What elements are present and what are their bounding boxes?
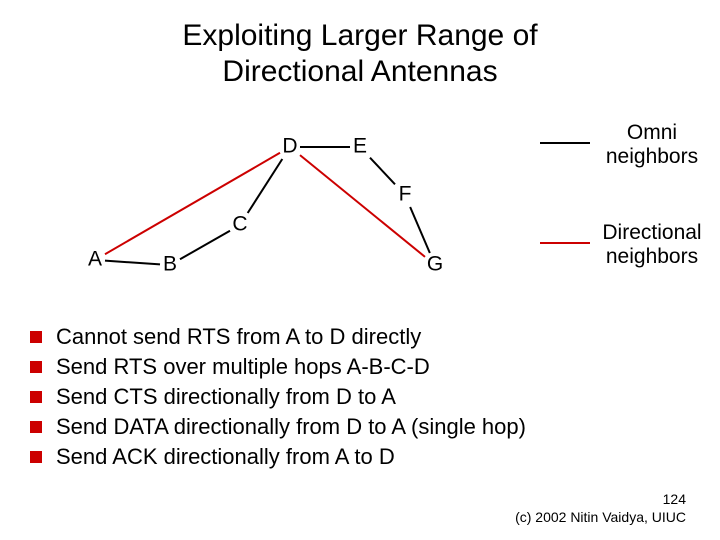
title-line-1: Exploiting Larger Range of xyxy=(182,19,537,52)
legend-label: Directional xyxy=(602,221,701,244)
legend-label: Omni xyxy=(627,121,677,144)
node-label: D xyxy=(282,135,297,158)
bullet-marker-icon xyxy=(30,361,42,373)
bullet-marker-icon xyxy=(30,421,42,433)
edge xyxy=(180,231,230,260)
slide-title: Exploiting Larger Range of Directional A… xyxy=(0,18,720,90)
bullet-marker-icon xyxy=(30,451,42,463)
legend-label: neighbors xyxy=(606,245,698,268)
copyright: (c) 2002 Nitin Vaidya, UIUC xyxy=(515,509,686,527)
slide: Exploiting Larger Range of Directional A… xyxy=(0,0,720,540)
edge xyxy=(248,159,283,213)
node-label: E xyxy=(353,135,367,158)
node-label: B xyxy=(163,253,177,276)
bullet-marker-icon xyxy=(30,391,42,403)
title-line-2: Directional Antennas xyxy=(222,55,497,88)
bullet-text: Send CTS directionally from D to A xyxy=(56,384,396,410)
node-label: A xyxy=(88,248,102,271)
bullet-item: Send ACK directionally from A to D xyxy=(30,444,690,470)
bullet-marker-icon xyxy=(30,331,42,343)
footer: 124 (c) 2002 Nitin Vaidya, UIUC xyxy=(515,491,686,526)
bullet-text: Send ACK directionally from A to D xyxy=(56,444,395,470)
page-number: 124 xyxy=(515,491,686,509)
edge xyxy=(105,261,160,265)
bullet-text: Cannot send RTS from A to D directly xyxy=(56,324,421,350)
bullet-text: Send RTS over multiple hops A-B-C-D xyxy=(56,354,430,380)
edge xyxy=(370,158,395,185)
network-diagram: ABCDEFGOmnineighborsDirectionalneighbors xyxy=(0,105,720,295)
diagram-svg: ABCDEFGOmnineighborsDirectionalneighbors xyxy=(0,105,720,295)
node-label: F xyxy=(399,183,412,206)
bullet-item: Send CTS directionally from D to A xyxy=(30,384,690,410)
bullet-list: Cannot send RTS from A to D directly Send… xyxy=(30,320,690,474)
edge xyxy=(300,155,425,257)
bullet-item: Send RTS over multiple hops A-B-C-D xyxy=(30,354,690,380)
node-label: C xyxy=(232,213,247,236)
node-label: G xyxy=(427,253,443,276)
bullet-text: Send DATA directionally from D to A (sin… xyxy=(56,414,526,440)
legend-label: neighbors xyxy=(606,145,698,168)
bullet-item: Cannot send RTS from A to D directly xyxy=(30,324,690,350)
bullet-item: Send DATA directionally from D to A (sin… xyxy=(30,414,690,440)
